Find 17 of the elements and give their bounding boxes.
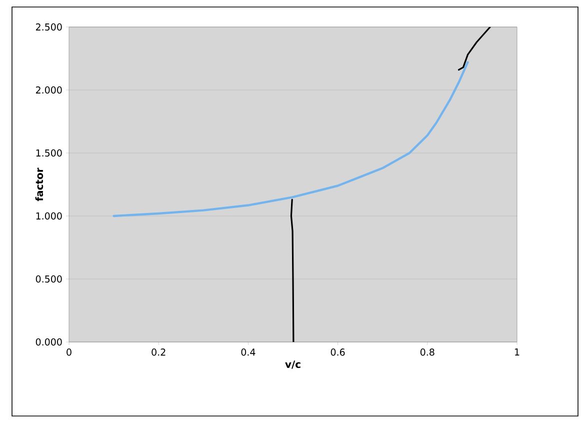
line-series [458, 26, 491, 71]
y-tick-label: 1.500 [36, 149, 62, 157]
y-tick-label: 0.000 [36, 338, 62, 346]
line-series [112, 61, 469, 218]
x-tick-label: 0.8 [420, 348, 434, 356]
x-tick-label: 0.6 [330, 348, 345, 356]
x-axis-title: v/c [285, 360, 300, 369]
x-tick-label: 0.4 [241, 348, 256, 356]
x-tick-label: 0.2 [152, 348, 166, 356]
line-series [290, 198, 294, 342]
y-axis-title: factor [35, 168, 44, 202]
y-tick-label: 2.500 [36, 23, 62, 31]
x-tick-label: 1 [515, 348, 520, 356]
y-tick-label: 2.000 [36, 86, 62, 94]
x-tick-label: 0 [66, 348, 72, 356]
y-tick-label: 0.500 [36, 275, 62, 283]
y-tick-label: 1.000 [36, 212, 62, 220]
